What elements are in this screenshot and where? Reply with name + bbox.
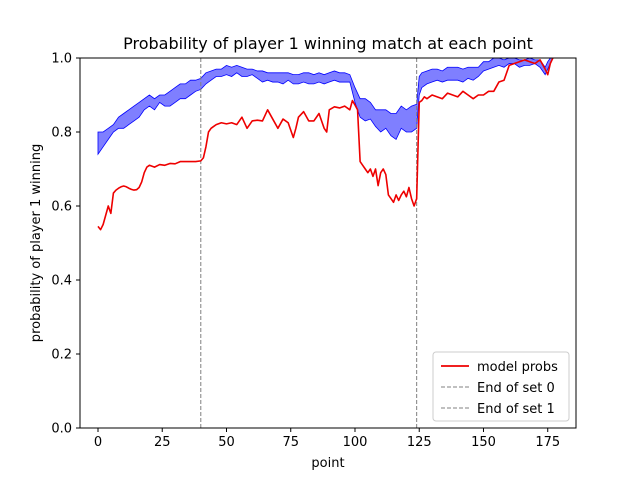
chart-title: Probability of player 1 winning match at… xyxy=(123,34,533,53)
axes-frame xyxy=(79,57,577,429)
x-tick-label-125: 125 xyxy=(407,435,432,450)
y-tick-label-0.2: 0.2 xyxy=(51,348,72,363)
x-tick-label-25: 25 xyxy=(154,435,171,450)
y-tick-label-0.8: 0.8 xyxy=(51,126,72,141)
legend: model probs End of set 0 End of set 1 xyxy=(432,351,570,422)
x-tick-label-0: 0 xyxy=(94,435,102,450)
plot-area xyxy=(97,57,554,428)
x-tick-label-75: 75 xyxy=(282,435,299,450)
legend-box xyxy=(432,351,570,422)
x-tick-label-150: 150 xyxy=(471,435,496,450)
y-tick-label-1: 1.0 xyxy=(51,52,72,67)
axis-ticks: 0 25 50 75 100 125 150 175 0.0 0.2 0.4 0.6 0.8 1.0 xyxy=(51,52,560,451)
model-probs-line xyxy=(97,57,554,231)
y-tick-label-0.4: 0.4 xyxy=(51,274,72,289)
y-tick-label-0.6: 0.6 xyxy=(51,200,72,215)
x-tick-label-175: 175 xyxy=(535,435,560,450)
x-tick-label-50: 50 xyxy=(218,435,235,450)
legend-label-end-of-set-1: End of set 1 xyxy=(477,402,555,417)
legend-label-model-probs: model probs xyxy=(477,360,558,375)
x-tick-label-100: 100 xyxy=(343,435,368,450)
y-axis-label: probability of player 1 winning xyxy=(29,144,44,342)
legend-label-end-of-set-0: End of set 0 xyxy=(477,381,555,396)
y-tick-label-0: 0.0 xyxy=(51,422,72,437)
x-axis-label: point xyxy=(311,456,344,471)
